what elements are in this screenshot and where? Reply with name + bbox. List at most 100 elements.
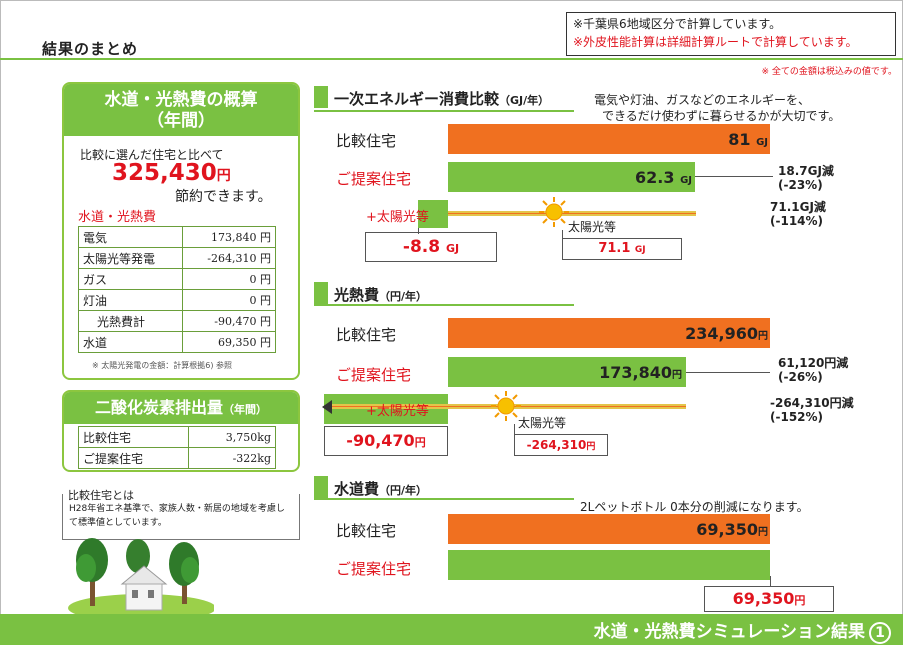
water-compare-number: 69,350	[696, 520, 758, 539]
energy-solar-line	[448, 211, 696, 216]
cost-row-label: 電気	[78, 226, 183, 248]
energy-unit-small: GJ	[756, 137, 768, 148]
summary-panel: 水道・光熱費の概算 （年間）	[62, 82, 300, 380]
cost-row-value: 0 円	[181, 268, 277, 290]
energy-proposed-number: 62.3	[635, 168, 675, 187]
definition-head: 比較住宅とは	[66, 487, 136, 503]
note-region: ※千葉県6地域区分で計算しています。	[573, 17, 782, 31]
water-compare-value: 69,350円	[600, 520, 768, 539]
page-title: 結果のまとめ	[42, 40, 139, 58]
utility-yen: 円	[672, 370, 682, 381]
energy-compare-number: 81	[728, 130, 751, 149]
arrow-left-icon	[322, 400, 332, 414]
cost-row-value: 173,840 円	[181, 226, 277, 248]
cost-row-label: 灯油	[78, 289, 183, 311]
utility-compare-label: 比較住宅	[336, 326, 397, 344]
utility-diff-1-pct: (-26%)	[778, 370, 823, 384]
utility-compare-bar	[448, 318, 770, 348]
note-route: ※外皮性能計算は詳細計算ルートで計算しています。	[573, 35, 858, 49]
energy-net-bar	[418, 200, 448, 228]
water-section-line	[314, 498, 574, 500]
cost-table: 電気 173,840 円 太陽光等発電 -264,310 円 ガス 0 円 灯油 0 円…	[78, 226, 277, 353]
energy-diff-2: 71.1GJ減 (-114%)	[770, 200, 826, 228]
utility-proposed-label: ご提案住宅	[336, 366, 412, 384]
utility-unit: （円/年）	[379, 290, 428, 303]
table-row: ご提案住宅 -322kg	[77, 447, 276, 469]
energy-proposed-bar	[448, 162, 695, 192]
summary-title-sub: （年間）	[147, 111, 215, 131]
footer-title-text: 水道・光熱費シミュレーション結果	[593, 622, 865, 642]
water-yen: 円	[758, 527, 768, 538]
cost-row-label: ガス	[78, 268, 183, 290]
utility-net-value: -90,470	[346, 431, 415, 450]
energy-diff-2-value: 71.1GJ減	[770, 200, 826, 214]
water-yen: 円	[794, 594, 806, 607]
utility-diff-2-pct: (-152%)	[770, 410, 824, 424]
cost-row-label: 水道	[78, 331, 183, 353]
cost-row-value: 69,350 円	[181, 331, 277, 353]
saving-value: 325,430	[112, 160, 217, 186]
energy-net-connector	[418, 228, 419, 234]
summary-intro: 比較に選んだ住宅と比べて	[80, 148, 224, 162]
header-rule	[0, 58, 903, 60]
table-footnote: ※ 太陽光発電の金額：計算根拠6) 参照	[92, 361, 232, 370]
energy-desc-2: できるだけ使わずに暮らせるかが大切です。	[602, 109, 841, 123]
utility-solar-label: +太陽光等	[366, 404, 429, 419]
cost-label: 水道・光熱費	[78, 210, 157, 225]
table-row: 光熱費計 -90,470 円	[78, 310, 277, 332]
co2-table: 比較住宅 3,750kg ご提案住宅 -322kg	[77, 426, 276, 469]
utility-title-text: 光熱費	[334, 286, 380, 304]
co2-row-label: 比較住宅	[77, 426, 190, 448]
energy-solar-value: 71.1	[598, 241, 631, 256]
water-title-text: 水道費	[334, 480, 380, 498]
water-proposed-bar	[448, 550, 770, 580]
energy-unit-small: GJ	[680, 175, 692, 186]
utility-diff-2: -264,310円減 (-152%)	[770, 396, 854, 424]
cost-row-label: 光熱費計	[78, 310, 183, 332]
footer-bar	[0, 614, 903, 645]
table-row: 灯油 0 円	[78, 289, 277, 311]
energy-section-line	[314, 110, 574, 112]
utility-yen: 円	[758, 331, 768, 342]
table-row: 電気 173,840 円	[78, 226, 277, 248]
energy-diff-1: 18.7GJ減 (-23%)	[778, 164, 834, 192]
utility-diff-1-value: 61,120円減	[778, 356, 849, 370]
utility-proposed-bar	[448, 357, 686, 387]
energy-net-value: -8.8	[402, 237, 441, 257]
co2-panel: 二酸化炭素排出量（年間）	[62, 390, 300, 472]
energy-desc-1: 電気や灯油、ガスなどのエネルギーを、	[594, 93, 811, 107]
utility-solar-value-box: -264,310円	[514, 434, 608, 456]
energy-unit: （GJ/年）	[499, 94, 550, 107]
definition-body: H28年省エネ基準で、家族人数・新居の地域を考慮して標準値としています。	[69, 504, 285, 528]
utility-solar-value: -264,310	[526, 438, 587, 452]
energy-proposed-value: 62.3 GJ	[560, 168, 692, 187]
energy-solar-label: +太陽光等	[366, 210, 429, 225]
saving-amount: 325,430円	[112, 160, 231, 186]
energy-proposed-label: ご提案住宅	[336, 170, 412, 188]
utility-diff-1: 61,120円減 (-26%)	[778, 356, 848, 384]
sun-icon	[491, 391, 521, 421]
utility-diff-connector	[686, 372, 770, 373]
co2-title: 二酸化炭素排出量（年間）	[64, 392, 298, 424]
water-description: 2Lペットボトル 0本分の削減になります。	[580, 500, 809, 514]
summary-title: 水道・光熱費の概算 （年間）	[64, 84, 298, 136]
co2-title-suffix: （年間）	[223, 403, 267, 416]
sun-icon	[539, 197, 569, 227]
utility-compare-value: 234,960円	[600, 324, 768, 343]
utility-yen: 円	[586, 442, 596, 452]
energy-diff-1-pct: (-23%)	[778, 178, 823, 192]
utility-net-value-box: -90,470円	[324, 426, 448, 456]
utility-section-mark	[314, 282, 328, 304]
tax-note: ※ 全ての金額は税込みの値です。	[761, 67, 897, 77]
utility-section-line	[314, 304, 574, 306]
water-section-mark	[314, 476, 328, 498]
definition-box: H28年省エネ基準で、家族人数・新居の地域を考慮して標準値としています。	[62, 494, 300, 540]
energy-net-value-box: -8.8 GJ	[365, 232, 497, 262]
table-row: ガス 0 円	[78, 268, 277, 290]
energy-section-mark	[314, 86, 328, 108]
utility-diff-2-value: -264,310円減	[770, 396, 854, 410]
saving-unit: 円	[216, 168, 231, 184]
water-compare-label: 比較住宅	[336, 522, 397, 540]
water-unit: （円/年）	[379, 484, 428, 497]
utility-solar-tag: 太陽光等	[518, 416, 567, 430]
